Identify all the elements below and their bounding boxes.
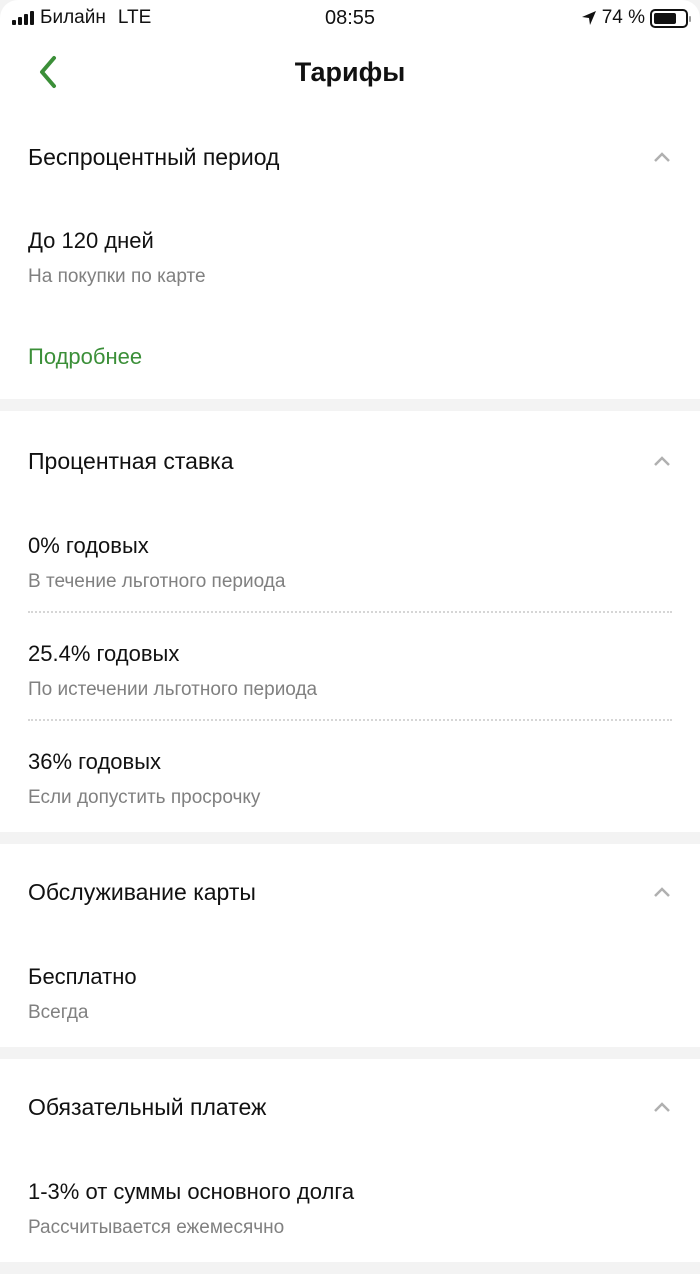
list-item: 1-3% от суммы основного долга Рассчитыва…	[28, 1155, 672, 1245]
chevron-up-icon[interactable]	[652, 454, 672, 468]
section-title: Процентная ставка	[28, 447, 234, 474]
section-title: Беспроцентный период	[28, 143, 280, 170]
section-minimum-payment: Обязательный платеж 1-3% от суммы основн…	[0, 1059, 700, 1262]
item-title: Бесплатно	[28, 964, 137, 989]
location-arrow-icon	[581, 11, 596, 25]
section-card-service: Обслуживание карты Бесплатно Всегда	[0, 844, 700, 1047]
chevron-up-icon[interactable]	[652, 1100, 672, 1114]
battery-icon	[650, 8, 691, 28]
item-title: 1-3% от суммы основного долга	[28, 1179, 355, 1204]
battery-percent: 74 %	[601, 7, 645, 28]
section-title: Обслуживание карты	[28, 878, 256, 905]
item-subtitle: Если допустить просрочку	[28, 787, 261, 808]
nav-bar: Тарифы	[0, 36, 700, 110]
item-subtitle: Рассчитывается ежемесячно	[28, 1217, 285, 1238]
list-item: До 120 дней На покупки по карте	[28, 204, 672, 294]
section-header[interactable]: Процентная ставка	[28, 411, 672, 511]
item-title: 0% годовых	[28, 533, 149, 558]
page-title: Тарифы	[294, 57, 406, 87]
signal-icon	[12, 11, 34, 25]
back-button[interactable]	[34, 52, 64, 92]
item-title: 36% годовых	[28, 749, 162, 774]
time: 08:55	[324, 7, 376, 29]
section-header[interactable]: Обязательный платеж	[28, 1059, 672, 1155]
chevron-up-icon[interactable]	[652, 885, 672, 899]
carrier: Билайн	[40, 7, 106, 28]
item-title: 25.4% годовых	[28, 641, 180, 666]
section-title: Обязательный платеж	[28, 1093, 267, 1120]
list-item: 0% годовых В течение льготного периода	[28, 511, 672, 613]
status-bar: Билайн LTE 08:55 74 %	[0, 0, 700, 36]
more-link[interactable]: Подробнее	[28, 344, 143, 369]
list-item: Бесплатно Всегда	[28, 940, 672, 1030]
list-item: 25.4% годовых По истечении льготного пер…	[28, 613, 672, 721]
section-header[interactable]: Обслуживание карты	[28, 844, 672, 940]
network-type: LTE	[117, 7, 152, 28]
item-subtitle: На покупки по карте	[28, 266, 206, 287]
item-subtitle: По истечении льготного периода	[28, 679, 318, 700]
chevron-up-icon[interactable]	[652, 150, 672, 164]
section-interest-rate: Процентная ставка 0% годовых В течение л…	[0, 411, 700, 832]
item-subtitle: Всегда	[28, 1002, 89, 1023]
item-title: До 120 дней	[28, 228, 154, 253]
section-grace-period: Беспроцентный период До 120 дней На поку…	[0, 110, 700, 399]
item-subtitle: В течение льготного периода	[28, 571, 286, 592]
section-header[interactable]: Беспроцентный период	[28, 110, 672, 204]
list-item: 36% годовых Если допустить просрочку	[28, 721, 672, 815]
